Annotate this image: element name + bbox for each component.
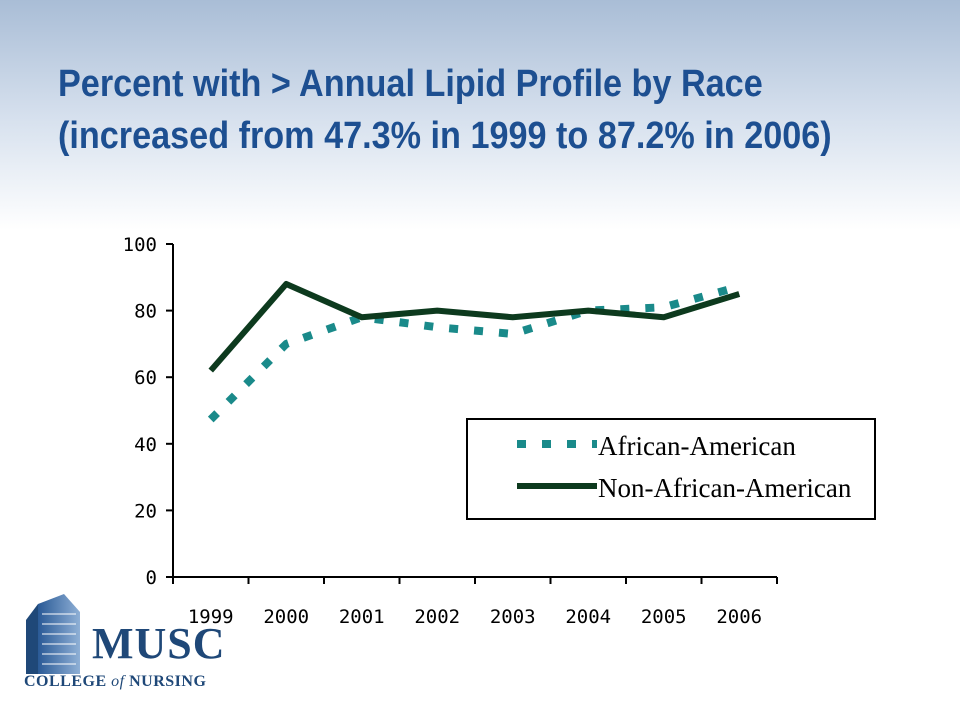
- series-line-2: [208, 280, 741, 373]
- logo-sub-of: of: [111, 673, 125, 690]
- logo-subtitle: COLLEGE of NURSING: [24, 673, 206, 691]
- legend-label-1: African-American: [598, 431, 796, 461]
- title-line-1: Percent with > Annual Lipid Profile by R…: [58, 63, 763, 105]
- y-tick-label: 20: [134, 500, 157, 522]
- x-tick-label: 2000: [263, 606, 309, 628]
- x-tick-label: 2004: [565, 606, 611, 628]
- y-tick-label: 80: [134, 301, 157, 323]
- title-line-2: (increased from 47.3% in 1999 to 87.2% i…: [58, 115, 832, 157]
- logo-sub-suffix: NURSING: [129, 673, 207, 690]
- x-tick-label: 2006: [716, 606, 762, 628]
- legend-label-2: Non-African-American: [598, 473, 852, 503]
- y-tick-label: 0: [146, 567, 157, 589]
- building-icon: [26, 594, 80, 674]
- x-tick-label: 1999: [188, 606, 234, 628]
- x-tick-label: 2002: [414, 606, 460, 628]
- chart-axes: 0 20 40 60 80 100 1999 2000 2001 2002 2003 2004 2005…: [123, 234, 778, 628]
- y-tick-label: 60: [134, 367, 157, 389]
- slide-title: Percent with > Annual Lipid Profile by R…: [58, 58, 868, 162]
- y-tick-label: 100: [123, 234, 157, 256]
- x-tick-label: 2005: [641, 606, 687, 628]
- logo-wordmark: MUSC: [92, 619, 226, 668]
- musc-logo: MUSC COLLEGE of NURSING: [20, 590, 225, 700]
- x-tick-label: 2001: [339, 606, 385, 628]
- logo-sub-prefix: COLLEGE: [24, 673, 107, 690]
- x-tick-label: 2003: [490, 606, 536, 628]
- legend-box: [466, 418, 876, 520]
- series-line-1: [207, 282, 741, 423]
- y-tick-label: 40: [134, 434, 157, 456]
- chart-legend: African-American Non-African-American: [466, 418, 876, 520]
- chart-series: [207, 280, 741, 423]
